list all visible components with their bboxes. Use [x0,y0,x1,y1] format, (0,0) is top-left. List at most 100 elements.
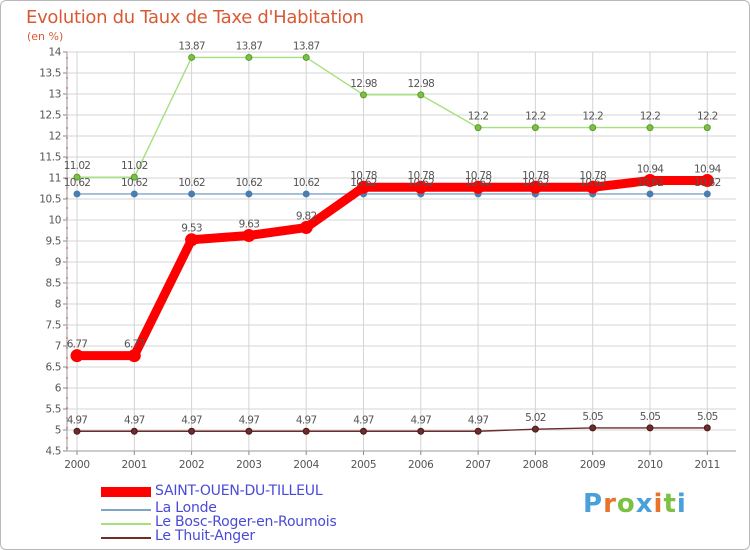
data-point-la-londe [188,190,196,198]
data-point-le-thuit-anger [73,427,81,435]
data-label-le-thuit-anger: 4.97 [468,414,489,426]
y-tick-label: 6 [55,383,62,395]
data-point-la-londe [245,190,253,198]
data-label-le-thuit-anger: 5.02 [525,412,546,424]
y-tick-label: 5.5 [46,404,62,416]
data-label-le-thuit-anger: 5.05 [697,411,718,423]
data-point-le-thuit-anger [130,427,138,435]
data-label-le-bosc-roger-en-roumois: 12.98 [408,78,435,90]
data-label-saint-ouen-du-tilleul: 6.77 [67,339,88,351]
data-label-saint-ouen-du-tilleul: 9.63 [239,219,260,231]
logo-letter: P [583,489,604,519]
data-label-le-bosc-roger-en-roumois: 13.87 [293,40,320,52]
y-tick-label: 9 [55,257,61,269]
data-label-saint-ouen-du-tilleul: 9.82 [296,211,317,223]
y-tick-label: 7.5 [46,320,62,332]
data-point-saint-ouen-du-tilleul [185,233,199,247]
data-point-le-thuit-anger [703,424,711,432]
logo-letter: x [635,489,654,519]
data-point-le-bosc-roger-en-roumois [188,53,196,61]
data-point-saint-ouen-du-tilleul [471,180,485,194]
data-label-la-londe: 10.62 [694,177,721,189]
y-tick-label: 6.5 [46,362,62,374]
data-label-le-bosc-roger-en-roumois: 12.2 [525,111,546,123]
data-label-la-londe: 10.62 [465,177,492,189]
data-point-saint-ouen-du-tilleul [357,180,370,194]
data-point-saint-ouen-du-tilleul [242,229,256,243]
data-label-saint-ouen-du-tilleul: 9.53 [181,223,202,235]
y-tick-label: 11 [48,173,61,185]
data-point-le-bosc-roger-en-roumois [245,53,253,61]
data-point-le-thuit-anger [646,424,654,432]
series-line-saint-ouen-du-tilleul [72,176,712,361]
data-point-le-bosc-roger-en-roumois [417,91,425,99]
data-point-saint-ouen-du-tilleul [700,174,714,188]
data-label-le-thuit-anger: 4.97 [181,414,202,426]
data-point-le-thuit-anger [531,425,539,433]
data-label-saint-ouen-du-tilleul: 10.78 [522,170,549,182]
data-label-le-thuit-anger: 5.05 [640,411,661,423]
y-tick-label: 12 [48,131,61,143]
data-label-la-londe: 10.62 [178,177,205,189]
data-point-saint-ouen-du-tilleul [127,349,141,363]
x-tick-label: 2006 [408,459,434,471]
data-point-la-londe [302,190,310,198]
data-label-la-londe: 10.62 [121,177,148,189]
data-label-la-londe: 10.62 [408,177,435,189]
chart-title: Evolution du Taux de Taxe d'Habitation [26,7,364,28]
legend-swatch [101,523,151,525]
data-label-la-londe: 10.62 [637,177,664,189]
data-point-le-bosc-roger-en-roumois [474,124,482,132]
data-label-saint-ouen-du-tilleul: 10.78 [465,170,492,182]
data-point-le-bosc-roger-en-roumois [360,91,367,99]
y-tick-label: 13 [48,89,61,101]
data-label-le-thuit-anger: 4.97 [296,414,317,426]
data-point-saint-ouen-du-tilleul [586,180,600,194]
data-point-la-londe [703,190,711,198]
x-tick-label: 2005 [351,459,377,471]
data-point-saint-ouen-du-tilleul [643,174,657,188]
data-point-saint-ouen-du-tilleul [70,349,84,363]
y-tick-label: 4.5 [46,446,62,458]
data-point-le-thuit-anger [245,427,253,435]
data-label-le-thuit-anger: 4.97 [353,414,374,426]
data-label-la-londe: 10.62 [64,177,91,189]
data-point-la-londe [73,190,81,198]
data-label-saint-ouen-du-tilleul: 6.77 [124,339,145,351]
data-label-le-bosc-roger-en-roumois: 11.02 [121,160,148,172]
y-tick-label: 5 [55,425,61,437]
data-label-saint-ouen-du-tilleul: 10.78 [350,170,377,182]
data-label-le-thuit-anger: 4.97 [124,414,145,426]
data-point-le-bosc-roger-en-roumois [589,124,597,132]
y-tick-label: 10 [48,215,61,227]
data-point-le-bosc-roger-en-roumois [703,124,711,132]
legend-swatch [101,509,151,511]
legend-label: Le Thuit-Anger [155,528,255,544]
data-point-saint-ouen-du-tilleul [299,221,313,235]
data-label-le-bosc-roger-en-roumois: 12.2 [468,111,489,123]
legend-swatch [101,537,151,539]
data-point-le-thuit-anger [417,427,425,435]
data-point-le-bosc-roger-en-roumois [531,124,539,132]
data-point-le-thuit-anger [360,427,367,435]
data-label-le-bosc-roger-en-roumois: 11.02 [64,160,91,172]
data-point-la-londe [130,190,138,198]
legend-swatch [101,487,151,497]
data-point-le-thuit-anger [589,424,597,432]
logo-letter: o [616,489,636,519]
data-label-la-londe: 10.62 [522,177,549,189]
data-label-le-thuit-anger: 4.97 [67,414,88,426]
x-tick-label: 2009 [580,459,606,471]
data-point-le-bosc-roger-en-roumois [73,173,81,181]
data-point-saint-ouen-du-tilleul [414,180,428,194]
chart-subtitle: (en %) [27,30,64,43]
x-tick-label: 2008 [523,459,549,471]
data-label-saint-ouen-du-tilleul: 10.94 [637,164,665,176]
data-point-le-thuit-anger [302,427,310,435]
logo-letter: i [653,489,664,519]
x-tick-label: 2002 [179,459,205,471]
y-tick-label: 8.5 [46,278,62,290]
y-tick-label: 11.5 [39,152,61,164]
x-tick-label: 2011 [695,459,721,471]
y-tick-label: 14 [48,47,61,59]
